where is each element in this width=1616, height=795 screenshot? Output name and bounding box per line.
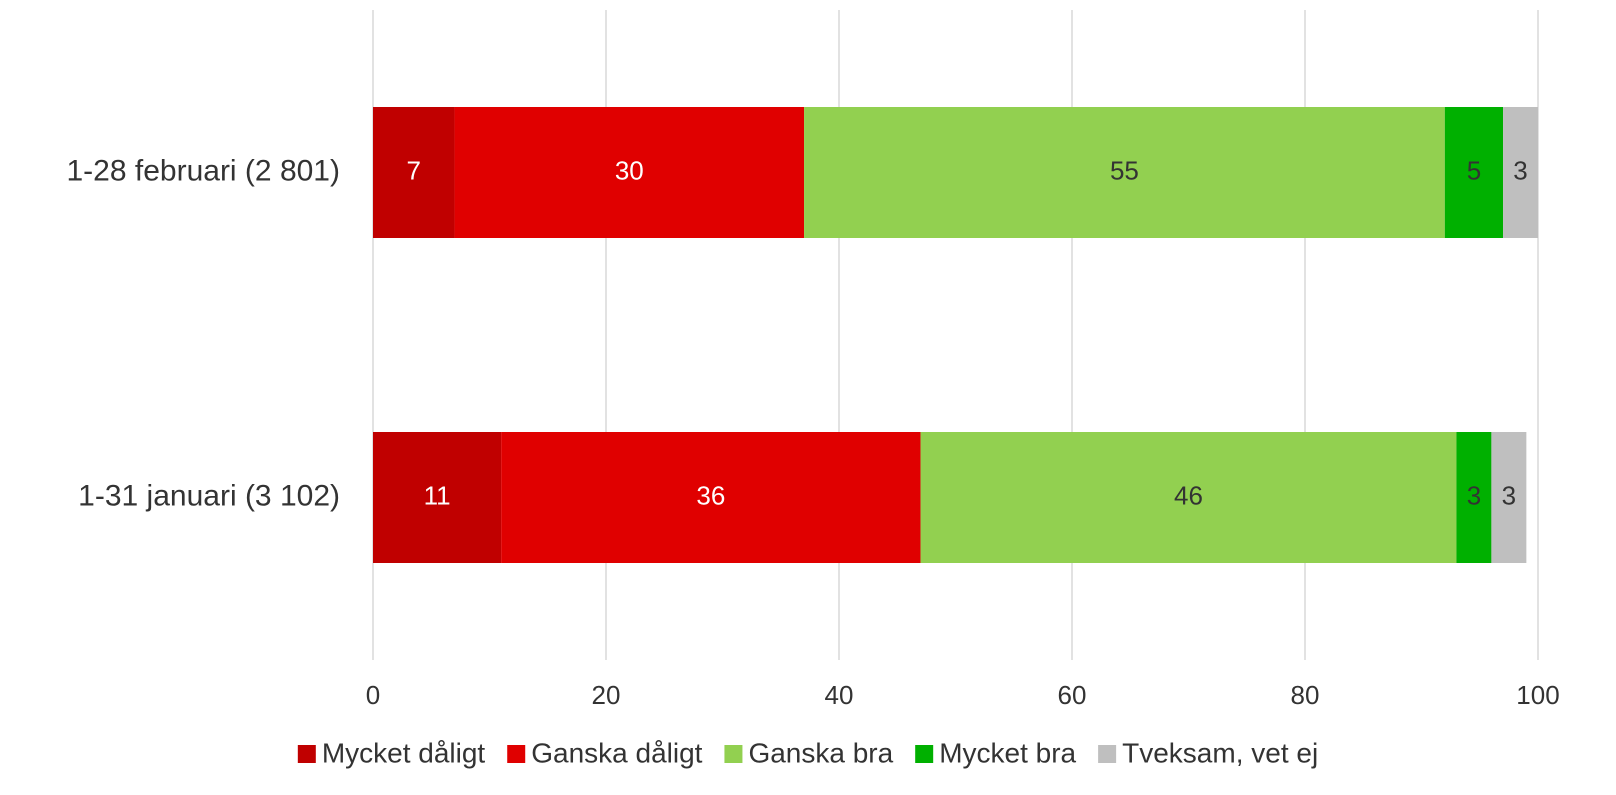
bar-segment <box>454 107 805 238</box>
bar-segment <box>1503 107 1538 238</box>
data-label: 11 <box>424 480 451 510</box>
data-label: 46 <box>1174 480 1203 510</box>
legend-swatch <box>915 745 934 763</box>
bar-segment <box>1444 107 1504 238</box>
x-tick-label: 60 <box>1058 680 1087 710</box>
x-tick-label: 20 <box>592 680 621 710</box>
data-label: 3 <box>1513 155 1527 185</box>
bar-segment <box>501 432 921 563</box>
data-label: 5 <box>1467 155 1481 185</box>
legend-label: Ganska dåligt <box>531 737 702 768</box>
legend-swatch <box>507 745 526 763</box>
legend-label: Ganska bra <box>748 737 893 768</box>
data-label: 30 <box>615 155 644 185</box>
bar-segment <box>920 432 1457 563</box>
legend-label: Tveksam, vet ej <box>1122 737 1318 768</box>
data-label: 36 <box>696 480 725 510</box>
category-label: 1-28 februari (2 801) <box>67 154 341 187</box>
category-label: 1-31 januari (3 102) <box>78 479 340 512</box>
data-label: 7 <box>407 155 421 185</box>
x-tick-label: 80 <box>1291 680 1320 710</box>
bar-segment <box>804 107 1445 238</box>
x-tick-label: 100 <box>1516 680 1559 710</box>
legend-swatch <box>297 745 316 763</box>
legend-swatch <box>724 745 743 763</box>
x-tick-label: 40 <box>825 680 854 710</box>
bar-segment <box>373 432 502 563</box>
x-tick-label: 0 <box>366 680 380 710</box>
bar-segment <box>1456 432 1492 563</box>
legend-label: Mycket bra <box>939 737 1076 768</box>
data-label: 3 <box>1467 480 1481 510</box>
legend-label: Mycket dåligt <box>322 737 486 768</box>
bar-segment <box>1491 432 1527 563</box>
data-label: 55 <box>1110 155 1139 185</box>
bar-segment <box>373 107 455 238</box>
data-label: 3 <box>1502 480 1516 510</box>
legend-swatch <box>1098 745 1117 763</box>
